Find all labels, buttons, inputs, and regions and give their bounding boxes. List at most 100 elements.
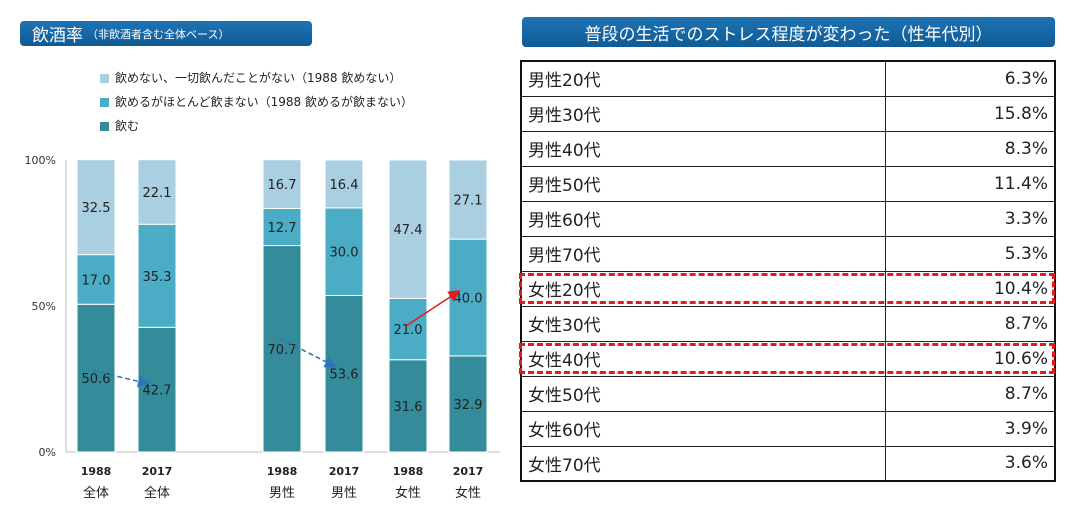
row-label: 女性20代 xyxy=(520,270,886,307)
y-tick-label: 0% xyxy=(39,446,56,459)
bar-segment xyxy=(137,326,177,453)
table-row: 男性60代 3.3% xyxy=(520,200,1056,237)
chart-legend: 飲めない、一切飲んだことがない（1988 飲めない） 飲めるがほとんど飲まない（… xyxy=(100,66,413,138)
bar-segment xyxy=(324,159,364,209)
bar-segment xyxy=(448,355,488,453)
x-tick-group: 全体 xyxy=(144,485,170,501)
x-tick-year: 2017 xyxy=(453,465,484,478)
table-row: 男性70代 5.3% xyxy=(520,235,1056,272)
bar-segment xyxy=(262,207,302,247)
table-row: 女性30代 8.7% xyxy=(520,305,1056,342)
table-row: 男性20代 6.3% xyxy=(520,60,1056,97)
table-title-text: 普段の生活でのストレス程度が変わった（性年代別） xyxy=(584,24,993,45)
data-label: 16.7 xyxy=(268,178,297,193)
x-tick-year: 2017 xyxy=(329,465,360,478)
stress-table: 男性20代 6.3% 男性30代 15.8% 男性40代 8.3% 男性50代 11.4% 男性… xyxy=(520,60,1056,482)
data-label: 47.4 xyxy=(394,223,423,238)
legend-label: 飲む xyxy=(115,119,140,133)
table-row: 男性40代 8.3% xyxy=(520,130,1056,167)
y-tick-label: 100% xyxy=(25,154,56,167)
x-tick-group: 女性 xyxy=(455,485,481,501)
trend-arrow xyxy=(405,290,461,327)
x-tick-year: 1988 xyxy=(81,465,112,478)
row-value: 3.9% xyxy=(884,410,1056,447)
bar-segment xyxy=(388,159,428,299)
data-label: 50.6 xyxy=(82,372,111,387)
data-label: 17.0 xyxy=(82,273,111,288)
row-label: 男性60代 xyxy=(520,200,886,237)
row-value: 3.3% xyxy=(884,200,1056,237)
x-tick-group: 全体 xyxy=(83,485,109,501)
trend-arrow xyxy=(279,337,337,368)
bar-segment xyxy=(262,159,302,209)
table-row: 女性40代 10.6% xyxy=(520,340,1056,377)
legend-label: 飲めない、一切飲んだことがない（1988 飲めない） xyxy=(115,71,402,85)
data-label: 31.6 xyxy=(394,400,423,415)
row-value: 15.8% xyxy=(884,95,1056,132)
table-title: 普段の生活でのストレス程度が変わった（性年代別） xyxy=(522,17,1055,47)
row-label: 男性20代 xyxy=(520,60,886,97)
x-tick-year: 2017 xyxy=(142,465,173,478)
row-label: 女性60代 xyxy=(520,410,886,447)
row-value: 8.3% xyxy=(884,130,1056,167)
y-tick-label: 50% xyxy=(32,300,56,313)
legend-swatch xyxy=(100,97,109,107)
table-row: 男性30代 15.8% xyxy=(520,95,1056,132)
row-label: 男性30代 xyxy=(520,95,886,132)
legend-swatch xyxy=(100,73,109,83)
x-tick-group: 男性 xyxy=(331,486,357,501)
row-label: 女性70代 xyxy=(520,445,886,482)
data-label: 27.1 xyxy=(454,194,483,209)
bar-segment xyxy=(137,159,177,225)
legend-label: 飲めるがほとんど飲まない（1988 飲めるが飲まない） xyxy=(115,95,413,109)
chart-title: 飲酒率 （非飲酒者含む全体ベース） xyxy=(20,21,312,46)
bar-segment xyxy=(388,359,428,453)
chart-title-main: 飲酒率 xyxy=(32,26,83,46)
legend-item: 飲む xyxy=(100,114,413,138)
data-label: 22.1 xyxy=(143,186,172,201)
row-value: 10.6% xyxy=(884,340,1056,377)
row-value: 6.3% xyxy=(884,60,1056,97)
bar-segment xyxy=(324,207,364,296)
stacked-bar-chart: 0% 50% 100% 50.6 42.7 70.7 53.6 31.6 32.9 17.0 35.… xyxy=(25,154,500,501)
x-tick-group: 女性 xyxy=(395,485,421,501)
data-label: 16.4 xyxy=(330,178,359,193)
data-label: 40.0 xyxy=(454,292,483,307)
row-label: 女性30代 xyxy=(520,305,886,342)
data-label: 21.0 xyxy=(394,323,423,338)
x-tick-year: 1988 xyxy=(267,465,298,478)
row-label: 男性50代 xyxy=(520,165,886,202)
row-label: 男性70代 xyxy=(520,235,886,272)
trend-arrow xyxy=(93,370,150,388)
data-label: 35.3 xyxy=(143,270,172,285)
table-row: 女性20代 10.4% xyxy=(520,270,1056,307)
x-tick-group: 男性 xyxy=(269,486,295,501)
row-value: 5.3% xyxy=(884,235,1056,272)
bar-segment xyxy=(262,245,302,453)
row-value: 8.7% xyxy=(884,305,1056,342)
x-tick-year: 1988 xyxy=(393,465,424,478)
row-value: 11.4% xyxy=(884,165,1056,202)
bar-segment xyxy=(324,294,364,453)
bar-segment xyxy=(76,303,116,453)
table-row: 女性70代 3.6% xyxy=(520,445,1056,482)
table-row: 男性50代 11.4% xyxy=(520,165,1056,202)
row-label: 男性40代 xyxy=(520,130,886,167)
data-label: 42.7 xyxy=(143,384,172,399)
table-row: 女性60代 3.9% xyxy=(520,410,1056,447)
chart-title-sub: （非飲酒者含む全体ベース） xyxy=(87,27,230,41)
legend-item: 飲めるがほとんど飲まない（1988 飲めるが飲まない） xyxy=(100,90,413,114)
row-label: 女性40代 xyxy=(520,340,886,377)
data-label: 30.0 xyxy=(330,246,359,261)
row-value: 8.7% xyxy=(884,375,1056,412)
row-value: 10.4% xyxy=(884,270,1056,307)
data-label: 32.5 xyxy=(82,201,111,216)
bar-segment xyxy=(76,159,116,256)
data-label: 70.7 xyxy=(268,343,297,358)
bar-segment xyxy=(137,223,177,328)
table-row: 女性50代 8.7% xyxy=(520,375,1056,412)
data-label: 53.6 xyxy=(330,368,359,383)
data-label: 12.7 xyxy=(268,221,297,236)
row-label: 女性50代 xyxy=(520,375,886,412)
bar-segment xyxy=(448,159,488,240)
